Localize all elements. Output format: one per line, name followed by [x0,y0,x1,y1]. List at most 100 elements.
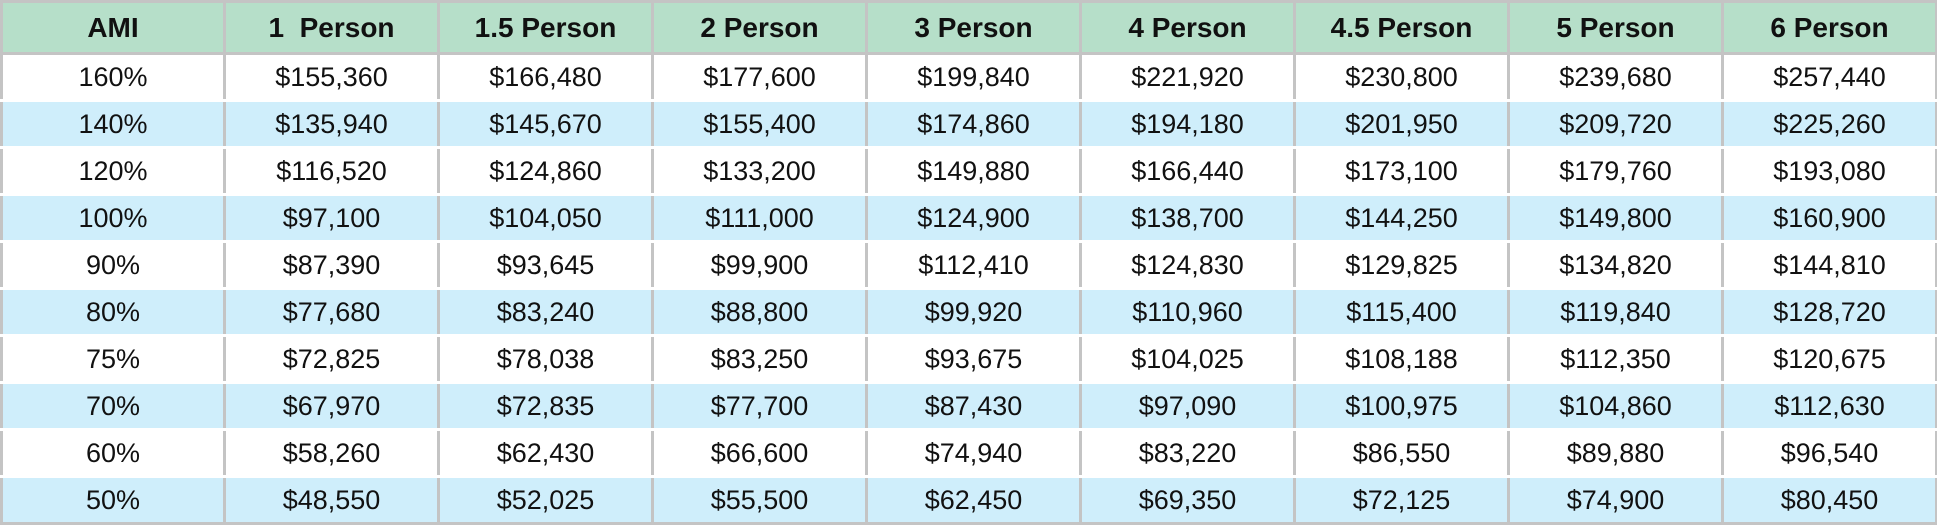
table-row: 60% $58,260 $62,430 $66,600 $74,940 $83,… [0,429,1937,478]
income-cell: $111,000 [651,194,868,243]
income-cell: $87,390 [223,241,440,290]
income-cell: $144,810 [1721,241,1937,290]
income-cell: $119,840 [1507,288,1724,337]
income-cell: $149,880 [865,147,1082,196]
income-cell: $173,100 [1293,147,1510,196]
header-5-person: 5 Person [1507,0,1724,55]
income-cell: $160,900 [1721,194,1937,243]
income-cell: $67,970 [223,382,440,431]
income-cell: $99,900 [651,241,868,290]
income-cell: $124,860 [437,147,654,196]
income-cell: $194,180 [1079,100,1296,149]
income-cell: $112,410 [865,241,1082,290]
income-cell: $166,440 [1079,147,1296,196]
income-cell: $97,090 [1079,382,1296,431]
income-cell: $48,550 [223,476,440,525]
header-2-person: 2 Person [651,0,868,55]
table-header: AMI 1 Person 1.5 Person 2 Person 3 Perso… [0,0,1937,55]
ami-cell: 140% [0,100,226,149]
table-row: 140% $135,940 $145,670 $155,400 $174,860… [0,100,1937,149]
income-cell: $55,500 [651,476,868,525]
income-cell: $87,430 [865,382,1082,431]
table-row: 160% $155,360 $166,480 $177,600 $199,840… [0,53,1937,102]
income-cell: $209,720 [1507,100,1724,149]
income-cell: $128,720 [1721,288,1937,337]
ami-cell: 75% [0,335,226,384]
income-cell: $62,450 [865,476,1082,525]
income-cell: $83,250 [651,335,868,384]
ami-cell: 100% [0,194,226,243]
income-cell: $230,800 [1293,53,1510,102]
income-cell: $80,450 [1721,476,1937,525]
header-row: AMI 1 Person 1.5 Person 2 Person 3 Perso… [0,0,1937,55]
ami-cell: 90% [0,241,226,290]
income-cell: $124,900 [865,194,1082,243]
income-cell: $134,820 [1507,241,1724,290]
income-cell: $116,520 [223,147,440,196]
income-cell: $201,950 [1293,100,1510,149]
income-cell: $89,880 [1507,429,1724,478]
income-cell: $193,080 [1721,147,1937,196]
income-cell: $135,940 [223,100,440,149]
income-cell: $83,220 [1079,429,1296,478]
income-cell: $72,125 [1293,476,1510,525]
income-cell: $72,835 [437,382,654,431]
header-6-person: 6 Person [1721,0,1937,55]
income-cell: $112,630 [1721,382,1937,431]
income-cell: $239,680 [1507,53,1724,102]
income-cell: $74,940 [865,429,1082,478]
income-cell: $120,675 [1721,335,1937,384]
income-cell: $144,250 [1293,194,1510,243]
income-cell: $62,430 [437,429,654,478]
header-ami: AMI [0,0,226,55]
income-cell: $99,920 [865,288,1082,337]
header-1-5-person: 1.5 Person [437,0,654,55]
table-row: 50% $48,550 $52,025 $55,500 $62,450 $69,… [0,476,1937,525]
income-cell: $104,050 [437,194,654,243]
income-cell: $225,260 [1721,100,1937,149]
income-cell: $88,800 [651,288,868,337]
income-cell: $96,540 [1721,429,1937,478]
table-row: 100% $97,100 $104,050 $111,000 $124,900 … [0,194,1937,243]
ami-cell: 120% [0,147,226,196]
income-cell: $155,360 [223,53,440,102]
income-cell: $110,960 [1079,288,1296,337]
income-cell: $77,680 [223,288,440,337]
income-cell: $221,920 [1079,53,1296,102]
ami-cell: 160% [0,53,226,102]
table-row: 120% $116,520 $124,860 $133,200 $149,880… [0,147,1937,196]
income-cell: $179,760 [1507,147,1724,196]
income-cell: $145,670 [437,100,654,149]
ami-cell: 50% [0,476,226,525]
income-cell: $115,400 [1293,288,1510,337]
table-row: 70% $67,970 $72,835 $77,700 $87,430 $97,… [0,382,1937,431]
header-3-person: 3 Person [865,0,1082,55]
income-cell: $93,675 [865,335,1082,384]
income-cell: $86,550 [1293,429,1510,478]
income-cell: $77,700 [651,382,868,431]
income-cell: $66,600 [651,429,868,478]
income-cell: $149,800 [1507,194,1724,243]
income-cell: $93,645 [437,241,654,290]
income-cell: $69,350 [1079,476,1296,525]
income-cell: $72,825 [223,335,440,384]
table-row: 80% $77,680 $83,240 $88,800 $99,920 $110… [0,288,1937,337]
income-cell: $124,830 [1079,241,1296,290]
header-4-person: 4 Person [1079,0,1296,55]
income-cell: $74,900 [1507,476,1724,525]
income-cell: $83,240 [437,288,654,337]
income-cell: $52,025 [437,476,654,525]
table-row: 75% $72,825 $78,038 $83,250 $93,675 $104… [0,335,1937,384]
income-cell: $100,975 [1293,382,1510,431]
income-cell: $58,260 [223,429,440,478]
table-body: 160% $155,360 $166,480 $177,600 $199,840… [0,53,1937,525]
ami-cell: 80% [0,288,226,337]
income-cell: $112,350 [1507,335,1724,384]
income-cell: $78,038 [437,335,654,384]
income-cell: $133,200 [651,147,868,196]
income-cell: $199,840 [865,53,1082,102]
ami-cell: 70% [0,382,226,431]
header-4-5-person: 4.5 Person [1293,0,1510,55]
